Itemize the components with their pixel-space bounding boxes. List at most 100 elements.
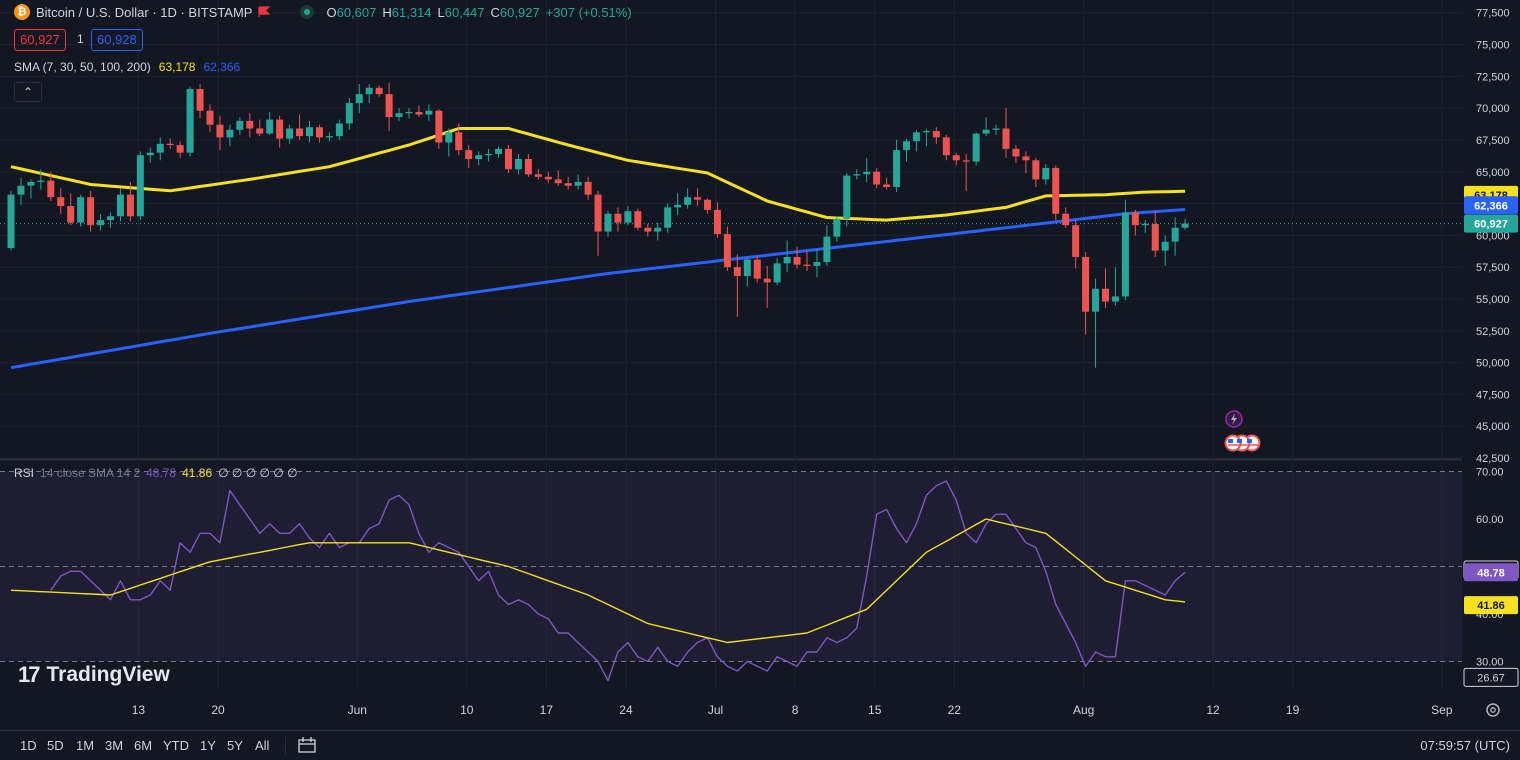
candle [196,83,204,119]
candle [863,157,871,182]
price-tick-label: 55,000 [1476,294,1510,306]
candle-body [793,256,801,265]
candle-body [564,183,572,186]
candle-body [286,128,294,139]
candle-body [574,181,582,186]
sma-value-slow: 62,366 [203,60,241,74]
range-3m-button[interactable]: 3M [105,738,124,753]
candle-body [196,89,204,111]
symbol-title[interactable]: Bitcoin / U.S. Dollar · 1D · BITSTAMP [36,4,253,20]
range-all-button[interactable]: All [255,738,270,753]
candle-body [614,213,622,223]
candle [713,202,721,238]
chart-canvas[interactable]: 77,50075,00072,50070,00067,50065,00062,5… [0,0,1520,730]
tradingview-logo[interactable]: 17 TradingView [18,662,170,688]
candle-body [206,110,214,125]
candle [375,85,383,97]
rsi-tick-label: 30.00 [1476,657,1504,669]
candle-body [1161,241,1169,251]
candle-body [236,120,244,130]
candle [236,117,244,135]
price-tick-label: 72,500 [1476,71,1510,83]
candle-body [315,127,323,138]
collapse-icon[interactable]: ⌃ [14,82,42,102]
range-5d-button[interactable]: 5D [47,738,64,753]
candle [783,240,791,273]
candle-body [783,256,791,264]
candle-body [912,132,920,142]
candle-body [713,209,721,235]
ohlc-item: C60,927 [491,5,540,20]
time-tick-label: 19 [1286,703,1300,717]
sma-50-line [10,127,1186,222]
candle-body [962,160,970,162]
candle-body [873,171,881,185]
sma-legend[interactable]: SMA (7, 30, 50, 100, 200) 63,178 62,366 [14,60,240,74]
rsi-axis-tag-bg [1464,563,1518,582]
sell-price-button[interactable]: 60,927 [14,29,66,51]
candle [345,97,353,130]
candle [823,225,831,266]
candle-body [435,110,443,143]
candle [982,117,990,137]
candle-body [57,197,65,207]
change-value: +307 (+0.51%) [545,4,632,20]
ohlc-label: C [490,4,500,20]
candle-body [146,152,154,156]
rsi-axis-tag: 26.67 [1463,667,1519,687]
event-markers[interactable] [1222,410,1272,456]
candle [57,188,65,214]
price-tick-label: 75,000 [1476,40,1510,52]
range-6m-button[interactable]: 6M [134,738,153,753]
candle-body [1151,223,1159,251]
ohlc-value: 61,314 [391,4,432,20]
candle-body [1092,288,1100,312]
symbol-legend: ₿ Bitcoin / U.S. Dollar · 1D · BITSTAMP … [14,4,632,20]
candle [644,223,652,237]
candle [853,169,861,180]
flag-icon[interactable] [258,6,271,18]
gear-icon[interactable] [1486,703,1500,717]
candle [77,194,85,227]
candle [385,82,393,132]
candle [664,203,672,233]
candle-body [883,184,891,188]
candle-body [226,129,234,138]
bottom-toolbar: 1D 5D 1M 3M 6M YTD 1Y 5Y All 07:59:57 (U… [0,730,1520,760]
range-5y-button[interactable]: 5Y [227,738,243,753]
candle-body [893,150,901,188]
candle-body [704,199,711,210]
candle-body [216,124,224,138]
candle [793,246,801,269]
candle [584,176,592,200]
utc-clock[interactable]: 07:59:57 (UTC) [1420,738,1510,753]
buy-price-button[interactable]: 60,928 [91,29,143,51]
time-tick-label: 17 [540,703,554,717]
candle [1141,220,1149,233]
candle [107,212,114,228]
time-tick-label: Sep [1431,703,1453,717]
time-tick-label: 20 [211,703,225,717]
candle [1002,108,1010,158]
candle [594,190,602,256]
range-1m-button[interactable]: 1M [76,738,95,753]
order-quantity[interactable]: 1 [77,32,84,46]
rsi-line [50,480,1186,682]
compare-icon[interactable] [297,736,317,754]
range-ytd-button[interactable]: YTD [163,738,189,753]
candle-body [306,127,313,137]
candle [813,249,821,278]
time-tick-label: 8 [792,703,799,717]
candle-body [813,262,821,266]
sma-50-path [10,127,1186,222]
time-tick-label: 22 [948,703,962,717]
candle-body [1121,212,1129,297]
candle [415,105,423,118]
candle [803,250,811,271]
candle [485,148,493,162]
candle [1082,251,1090,335]
candle [962,153,970,191]
range-1y-button[interactable]: 1Y [200,738,216,753]
range-1d-button[interactable]: 1D [20,738,37,753]
rsi-legend[interactable]: RSI 14 close SMA 14 2 48.78 41.86 ∅ ∅ ∅ … [14,466,298,480]
